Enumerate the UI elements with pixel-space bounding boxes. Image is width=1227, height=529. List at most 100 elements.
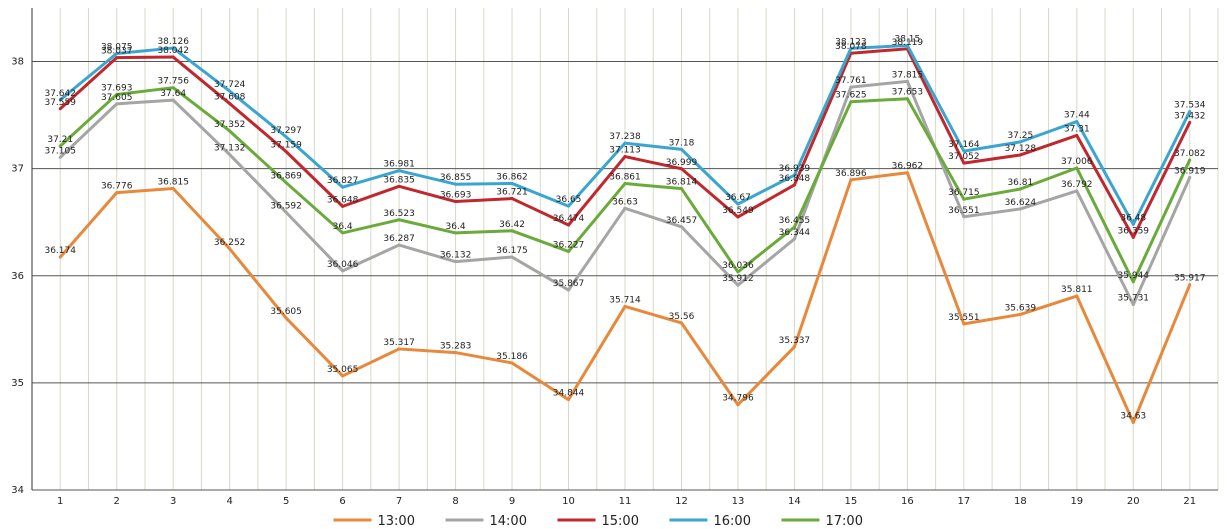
data-point — [736, 283, 740, 287]
x-tick-label: 13 — [732, 496, 745, 507]
data-label: 35.811 — [1061, 285, 1093, 295]
data-point — [58, 255, 62, 259]
data-label: 35.56 — [669, 312, 695, 322]
x-tick-label: 8 — [452, 496, 458, 507]
data-label: 36.715 — [948, 188, 980, 198]
y-axis: 34 35 36 37 38 — [11, 57, 24, 496]
data-point — [849, 178, 853, 182]
data-label: 36.4 — [333, 222, 353, 232]
data-point — [341, 231, 345, 235]
data-label: 38.126 — [157, 37, 189, 47]
y-tick-label: 34 — [11, 485, 24, 496]
data-point — [736, 215, 740, 219]
data-point — [1188, 283, 1192, 287]
data-point — [115, 56, 119, 60]
data-point — [849, 100, 853, 104]
data-point — [1131, 303, 1135, 307]
data-point — [849, 46, 853, 50]
data-point — [171, 46, 175, 50]
x-tick-label: 11 — [619, 496, 632, 507]
data-label: 36.036 — [722, 261, 754, 271]
x-tick-label: 6 — [339, 496, 345, 507]
data-label: 37.625 — [835, 91, 867, 101]
series-layer — [58, 43, 1192, 425]
data-label: 37.432 — [1174, 111, 1206, 121]
data-point — [115, 52, 119, 56]
data-label: 37.105 — [44, 146, 76, 156]
data-label: 37.132 — [214, 144, 246, 154]
x-tick-label: 20 — [1127, 496, 1140, 507]
data-point — [849, 85, 853, 89]
data-point — [115, 92, 119, 96]
data-label: 36.227 — [553, 240, 585, 250]
data-point — [905, 171, 909, 175]
data-point — [679, 187, 683, 191]
data-label: 37.113 — [609, 146, 641, 156]
data-point — [736, 270, 740, 274]
data-point — [567, 204, 571, 208]
data-point — [58, 98, 62, 102]
data-label: 37.082 — [1174, 149, 1206, 159]
x-tick-label: 10 — [562, 496, 575, 507]
data-point — [1075, 133, 1079, 137]
data-label: 34.844 — [553, 389, 585, 399]
legend: 13:00 14:00 15:00 16:00 17:00 — [333, 514, 863, 529]
data-label: 34.796 — [722, 394, 754, 404]
data-label: 38.15 — [894, 34, 920, 44]
data-label: 37.559 — [44, 98, 76, 108]
x-axis: 1 2 3 4 5 6 7 8 9 10 11 12 13 14 15 16 17 18 19 20 21 — [57, 496, 1196, 507]
data-point — [510, 361, 514, 365]
data-label: 35.605 — [270, 307, 302, 317]
data-label: 37.159 — [270, 141, 302, 151]
data-label: 36.132 — [440, 251, 472, 261]
x-tick-label: 4 — [226, 496, 232, 507]
data-label: 38.123 — [835, 37, 867, 47]
data-label: 36.457 — [666, 216, 698, 226]
data-label: 36.551 — [948, 206, 980, 216]
data-point — [454, 182, 458, 186]
data-point — [454, 200, 458, 204]
data-label: 35.912 — [722, 274, 754, 284]
data-label: 37.352 — [214, 120, 246, 130]
data-point — [679, 225, 683, 229]
legend-label: 17:00 — [826, 514, 863, 529]
data-point — [341, 269, 345, 273]
data-label: 36.63 — [612, 197, 638, 207]
data-label: 37.128 — [1005, 144, 1037, 154]
x-tick-label: 1 — [57, 496, 63, 507]
data-point — [1075, 189, 1079, 193]
data-point — [510, 229, 514, 233]
data-label: 36.287 — [383, 234, 415, 244]
x-tick-label: 21 — [1183, 496, 1196, 507]
x-tick-label: 9 — [509, 496, 515, 507]
data-label: 36.862 — [496, 172, 528, 182]
data-point — [115, 191, 119, 195]
data-point — [1018, 153, 1022, 157]
data-label: 37.64 — [160, 89, 186, 99]
data-label: 37.31 — [1064, 124, 1090, 134]
data-label: 35.944 — [1118, 271, 1150, 281]
x-tick-label: 15 — [845, 496, 858, 507]
data-label: 38.042 — [157, 46, 189, 56]
data-label: 36.455 — [779, 216, 811, 226]
data-label: 36.592 — [270, 201, 302, 211]
data-point — [1188, 175, 1192, 179]
x-tick-label: 19 — [1070, 496, 1083, 507]
y-tick-label: 35 — [11, 378, 24, 389]
data-label: 36.827 — [327, 176, 359, 186]
data-point — [397, 218, 401, 222]
data-label: 38.037 — [101, 47, 133, 57]
data-label: 36.4 — [446, 222, 466, 232]
data-point — [228, 89, 232, 93]
data-point — [623, 304, 627, 308]
data-label: 36.523 — [383, 209, 415, 219]
data-point — [962, 161, 966, 165]
data-label: 34.63 — [1120, 412, 1146, 422]
data-point — [792, 183, 796, 187]
data-label: 36.67 — [725, 193, 751, 203]
data-label: 36.359 — [1118, 226, 1150, 236]
data-label: 36.855 — [440, 173, 472, 183]
data-point — [679, 147, 683, 151]
data-label: 38.119 — [892, 38, 924, 48]
